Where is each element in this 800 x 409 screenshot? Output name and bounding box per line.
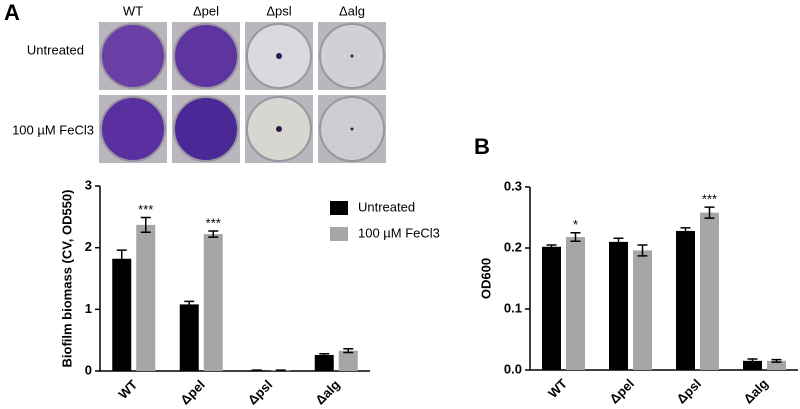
legend-swatch	[330, 227, 348, 241]
x-tick-label: Δpsl	[674, 376, 705, 407]
x-tick-label: WT	[545, 376, 570, 401]
legend-swatch	[330, 201, 348, 215]
error-bar	[116, 249, 127, 269]
error-bar	[140, 216, 151, 233]
y-axis-label: Biofilm biomass (CV, OD550)	[59, 190, 74, 368]
well-column-label: Δpsl	[266, 3, 291, 18]
well-center	[276, 126, 282, 132]
well-column-label: WT	[123, 3, 143, 18]
bar	[338, 350, 358, 371]
error-bar	[570, 232, 581, 243]
error-bar	[546, 244, 557, 250]
y-tick-label: 0.0	[504, 361, 522, 376]
error-bar	[208, 230, 219, 238]
well-center	[350, 127, 354, 131]
panel-label: A	[4, 0, 20, 25]
error-bar	[275, 369, 286, 372]
well	[173, 96, 239, 162]
well-column-label: Δalg	[339, 3, 365, 18]
well	[100, 23, 166, 89]
significance: ***	[138, 202, 153, 217]
y-tick-label: 0.3	[504, 178, 522, 193]
bar	[676, 230, 695, 370]
bar	[136, 224, 156, 371]
error-bar	[319, 352, 330, 357]
bar	[179, 304, 199, 371]
error-bar	[343, 348, 354, 354]
bar	[203, 234, 223, 371]
bar	[112, 258, 132, 371]
well-center	[350, 54, 354, 58]
well	[100, 96, 166, 162]
x-tick-label: WT	[115, 377, 140, 402]
y-tick-label: 0	[85, 362, 92, 377]
well-center	[276, 53, 282, 59]
bar	[314, 354, 334, 371]
error-bar	[680, 227, 691, 235]
error-bar	[771, 358, 782, 363]
legend-label: Untreated	[358, 199, 415, 214]
bar	[700, 212, 719, 370]
x-tick-label: Δalg	[741, 376, 772, 407]
x-tick-label: Δpel	[607, 376, 638, 407]
significance: ***	[702, 192, 717, 207]
bar	[609, 241, 628, 370]
y-tick-label: 2	[85, 239, 92, 254]
y-axis-label: OD600	[478, 258, 493, 299]
y-tick-label: 3	[85, 177, 92, 192]
significance: ***	[206, 215, 221, 230]
x-tick-label: Δpel	[177, 377, 208, 408]
legend-label: 100 µM FeCl3	[358, 225, 440, 240]
bar	[767, 360, 786, 370]
y-tick-label: 0.2	[504, 239, 522, 254]
x-tick-label: Δalg	[312, 377, 343, 408]
error-bar	[251, 369, 262, 372]
x-tick-label: Δpsl	[245, 377, 276, 408]
y-tick-label: 1	[85, 301, 92, 316]
significance: *	[573, 217, 578, 232]
bar	[542, 246, 561, 370]
error-bar	[637, 244, 648, 257]
well-column-label: Δpel	[193, 3, 219, 18]
y-tick-label: 0.1	[504, 300, 522, 315]
panel-label: B	[474, 134, 490, 159]
well-row-label: 100 µM FeCl3	[12, 122, 94, 137]
bar	[566, 237, 585, 370]
well-row-label: Untreated	[27, 42, 84, 57]
well	[173, 23, 239, 89]
error-bar	[184, 300, 195, 309]
bar	[633, 250, 652, 370]
bar	[743, 360, 762, 370]
error-bar	[613, 237, 624, 247]
error-bar	[704, 206, 715, 219]
error-bar	[747, 358, 758, 364]
